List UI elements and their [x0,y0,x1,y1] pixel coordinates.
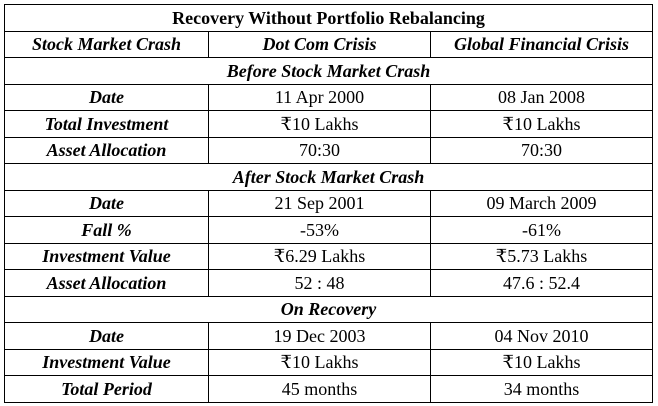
cell-dot-com: 45 months [208,375,431,403]
cell-dot-com: 19 Dec 2003 [208,322,431,350]
table-row: Asset Allocation 70:30 70:30 [4,136,654,164]
row-label: Fall % [4,216,209,244]
cell-global-financial: 04 Nov 2010 [429,322,654,350]
cell-dot-com: ₹10 Lakhs [208,110,431,138]
table-title: Recovery Without Portfolio Rebalancing [3,4,654,32]
table-row: Date 19 Dec 2003 04 Nov 2010 [4,322,654,350]
cell-global-financial: 09 March 2009 [429,189,654,217]
row-label: Asset Allocation [4,136,209,164]
row-label: Total Investment [4,110,209,138]
table-row: Fall % -53% -61% [4,216,654,244]
table-row: Total Period 45 months 34 months [4,375,654,403]
column-header-global-financial-crisis: Global Financial Crisis [429,30,654,58]
cell-dot-com: ₹10 Lakhs [208,348,431,376]
section-heading-after-crash: After Stock Market Crash [3,163,654,191]
cell-dot-com: 11 Apr 2000 [208,83,431,111]
table-row: Asset Allocation 52 : 48 47.6 : 52.4 [4,269,654,297]
column-header-dot-com-crisis: Dot Com Crisis [208,30,431,58]
column-header-row: Stock Market Crash Dot Com Crisis Global… [4,30,654,58]
row-label: Investment Value [4,242,209,270]
cell-dot-com: ₹6.29 Lakhs [208,242,431,270]
cell-global-financial: 34 months [429,375,654,403]
section-row-after-crash: After Stock Market Crash [3,163,654,191]
section-row-before-crash: Before Stock Market Crash [3,57,654,85]
table-row: Total Investment ₹10 Lakhs ₹10 Lakhs [4,110,654,138]
row-label: Asset Allocation [4,269,209,297]
cell-dot-com: 52 : 48 [208,269,431,297]
cell-global-financial: ₹10 Lakhs [429,110,654,138]
cell-dot-com: -53% [208,216,431,244]
table-row: Investment Value ₹10 Lakhs ₹10 Lakhs [4,348,654,376]
row-label: Date [4,322,209,350]
cell-global-financial: ₹5.73 Lakhs [429,242,654,270]
cell-global-financial: ₹10 Lakhs [429,348,654,376]
section-row-on-recovery: On Recovery [3,295,654,323]
title-row: Recovery Without Portfolio Rebalancing [3,4,654,32]
table-row: Date 21 Sep 2001 09 March 2009 [4,189,654,217]
row-label: Total Period [4,375,209,403]
cell-dot-com: 21 Sep 2001 [208,189,431,217]
cell-dot-com: 70:30 [208,136,431,164]
row-label: Investment Value [4,348,209,376]
section-heading-on-recovery: On Recovery [3,295,654,323]
cell-global-financial: 70:30 [429,136,654,164]
table-row: Date 11 Apr 2000 08 Jan 2008 [4,83,654,111]
row-label: Date [4,189,209,217]
row-label: Date [4,83,209,111]
column-header-stock-market-crash: Stock Market Crash [4,30,209,58]
table-row: Investment Value ₹6.29 Lakhs ₹5.73 Lakhs [4,242,654,270]
section-heading-before-crash: Before Stock Market Crash [3,57,654,85]
cell-global-financial: 47.6 : 52.4 [429,269,654,297]
cell-global-financial: 08 Jan 2008 [429,83,654,111]
cell-global-financial: -61% [429,216,654,244]
recovery-table: Recovery Without Portfolio Rebalancing S… [3,4,654,403]
